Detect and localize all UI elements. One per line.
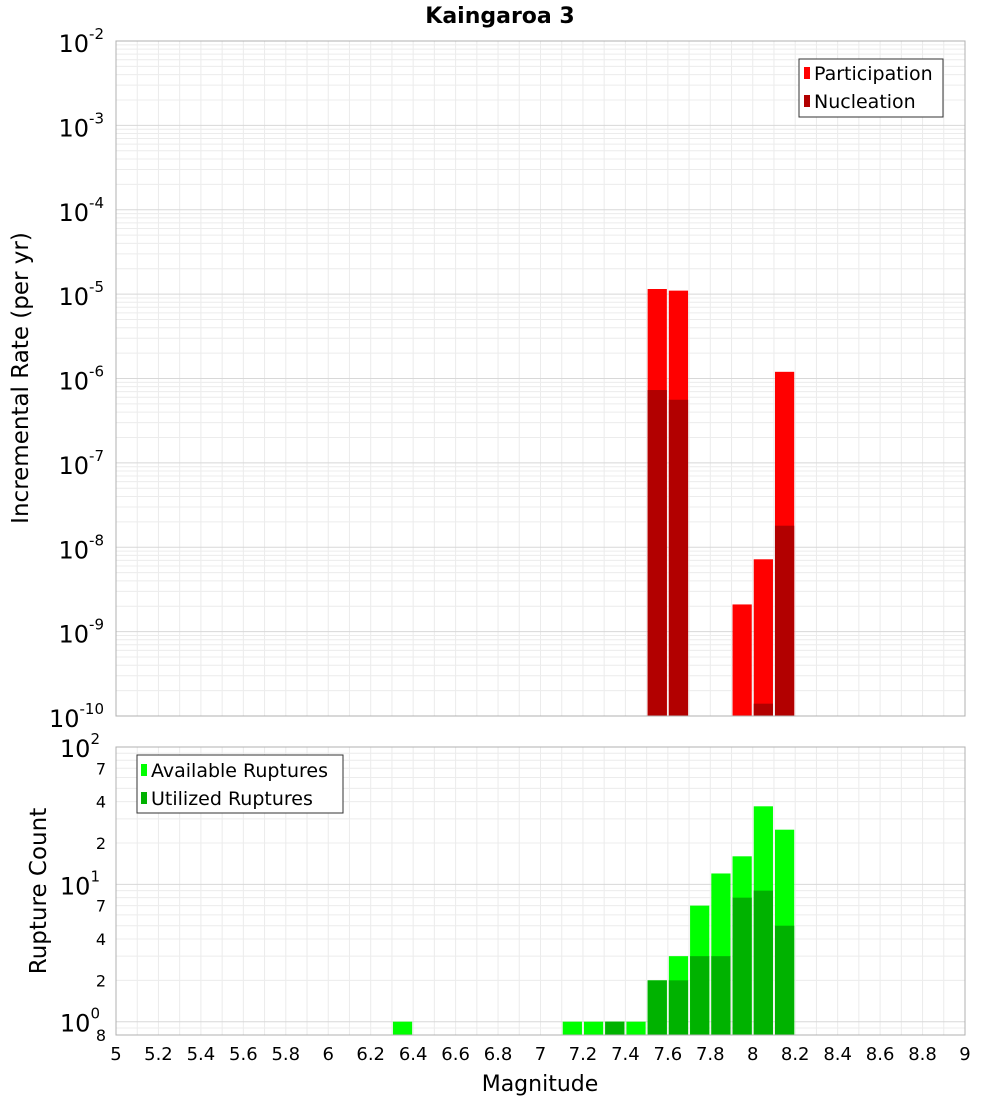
x-tick-label: 7.2 bbox=[569, 1044, 598, 1065]
x-tick-label: 8.4 bbox=[823, 1044, 852, 1065]
legend-label: Available Ruptures bbox=[151, 760, 328, 782]
bar-nucleation bbox=[668, 399, 689, 716]
x-tick-label: 6.8 bbox=[484, 1044, 513, 1065]
x-tick-label: 7 bbox=[535, 1044, 546, 1065]
y-axis-label: Rupture Count bbox=[26, 808, 52, 974]
bar-utilized-ruptures bbox=[732, 897, 752, 1035]
x-tick-label: 8.2 bbox=[781, 1044, 810, 1065]
x-tick-label: 8.6 bbox=[866, 1044, 895, 1065]
legend-swatch-nucleation bbox=[804, 95, 810, 107]
legend-label: Nucleation bbox=[814, 91, 916, 113]
bar-nucleation bbox=[753, 703, 773, 716]
bar-participation bbox=[732, 604, 752, 716]
bar-utilized-ruptures bbox=[605, 1021, 625, 1035]
y-tick-label: 8 bbox=[96, 1026, 106, 1045]
y-tick-label: 10-5 bbox=[58, 278, 104, 311]
bar-nucleation bbox=[774, 525, 795, 716]
bar-utilized-ruptures bbox=[690, 956, 710, 1035]
bar-available-ruptures bbox=[392, 1021, 413, 1035]
x-tick-label: 8 bbox=[747, 1044, 758, 1065]
legend-swatch-available-ruptures bbox=[141, 764, 147, 776]
bar-utilized-ruptures bbox=[774, 925, 795, 1035]
x-tick-label: 7.4 bbox=[611, 1044, 640, 1065]
y-tick-label: 10-6 bbox=[58, 363, 104, 396]
y-tick-label: 4 bbox=[96, 793, 106, 812]
y-tick-label: 102 bbox=[60, 730, 100, 763]
y-tick-label: 10-9 bbox=[58, 616, 104, 649]
x-tick-label: 5.8 bbox=[271, 1044, 300, 1065]
x-tick-label: 7.6 bbox=[654, 1044, 683, 1065]
y-tick-label: 10-3 bbox=[58, 109, 104, 142]
y-tick-label: 7 bbox=[96, 897, 106, 916]
y-tick-label: 10-10 bbox=[49, 700, 104, 733]
bar-utilized-ruptures bbox=[668, 980, 689, 1035]
x-tick-label: 6.2 bbox=[356, 1044, 385, 1065]
bar-nucleation bbox=[647, 390, 667, 716]
legend-swatch-utilized-ruptures bbox=[141, 792, 147, 804]
bar-available-ruptures bbox=[583, 1021, 604, 1035]
bar-utilized-ruptures bbox=[711, 956, 731, 1035]
x-tick-label: 7.8 bbox=[696, 1044, 725, 1065]
legend-label: Participation bbox=[814, 63, 933, 85]
x-tick-label: 6.6 bbox=[441, 1044, 470, 1065]
x-tick-label: 6 bbox=[323, 1044, 334, 1065]
bar-available-ruptures bbox=[562, 1021, 582, 1035]
y-tick-label: 7 bbox=[96, 759, 106, 778]
chart-title: Kaingaroa 3 bbox=[425, 4, 574, 29]
bar-utilized-ruptures bbox=[647, 980, 667, 1035]
y-tick-label: 4 bbox=[96, 930, 106, 949]
x-tick-label: 5 bbox=[110, 1044, 121, 1065]
x-tick-label: 5.2 bbox=[144, 1044, 173, 1065]
bar-available-ruptures bbox=[626, 1021, 646, 1035]
x-tick-label: 5.4 bbox=[187, 1044, 216, 1065]
x-axis-label: Magnitude bbox=[482, 1072, 599, 1097]
y-tick-label: 10-4 bbox=[58, 194, 104, 227]
y-tick-label: 101 bbox=[60, 867, 100, 900]
bar-participation bbox=[753, 559, 773, 716]
legend-box bbox=[136, 754, 344, 814]
x-tick-label: 6.4 bbox=[399, 1044, 428, 1065]
rupture-count-plot-frame bbox=[115, 746, 966, 1036]
x-tick-label: 5.6 bbox=[229, 1044, 258, 1065]
y-tick-label: 2 bbox=[96, 971, 106, 990]
legend-box bbox=[798, 58, 944, 118]
y-tick-label: 10-8 bbox=[58, 531, 104, 564]
y-tick-label: 10-2 bbox=[58, 25, 104, 58]
x-tick-label: 8.8 bbox=[908, 1044, 937, 1065]
y-axis-label: Incremental Rate (per yr) bbox=[8, 232, 34, 524]
participation-plot-frame bbox=[115, 40, 966, 717]
legend-label: Utilized Ruptures bbox=[151, 788, 313, 810]
bar-utilized-ruptures bbox=[753, 890, 773, 1035]
y-tick-label: 2 bbox=[96, 834, 106, 853]
legend-swatch-participation bbox=[804, 67, 810, 79]
y-tick-label: 10-7 bbox=[58, 447, 104, 480]
x-tick-label: 9 bbox=[959, 1044, 970, 1065]
y-tick-label: 100 bbox=[60, 1005, 100, 1038]
